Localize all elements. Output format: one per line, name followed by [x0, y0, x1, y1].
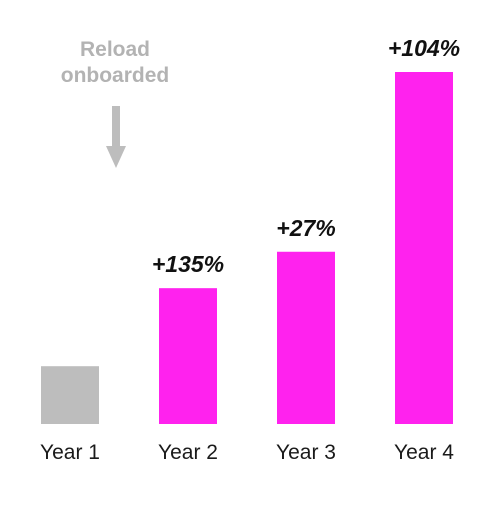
down-arrow-icon: [106, 106, 126, 168]
annotation-line-1: Reload: [80, 38, 150, 61]
bars: [41, 72, 453, 424]
bar-year-1: [41, 366, 99, 424]
annotation-line-2: onboarded: [61, 64, 170, 87]
x-tick-labels: Year 1 Year 2 Year 3 Year 4: [40, 441, 454, 464]
data-label-year-4: +104%: [388, 35, 460, 61]
data-label-year-2: +135%: [152, 251, 224, 277]
bar-year-3: [277, 251, 335, 424]
data-label-year-3: +27%: [276, 215, 335, 241]
tick-label-year-3: Year 3: [276, 441, 336, 464]
tick-label-year-1: Year 1: [40, 441, 100, 464]
bar-year-4: [395, 72, 453, 424]
bar-year-2: [159, 288, 217, 424]
tick-label-year-4: Year 4: [394, 441, 454, 464]
data-labels: +135% +27% +104%: [152, 35, 460, 277]
annotation: Reload onboarded: [61, 38, 170, 168]
tick-label-year-2: Year 2: [158, 441, 218, 464]
